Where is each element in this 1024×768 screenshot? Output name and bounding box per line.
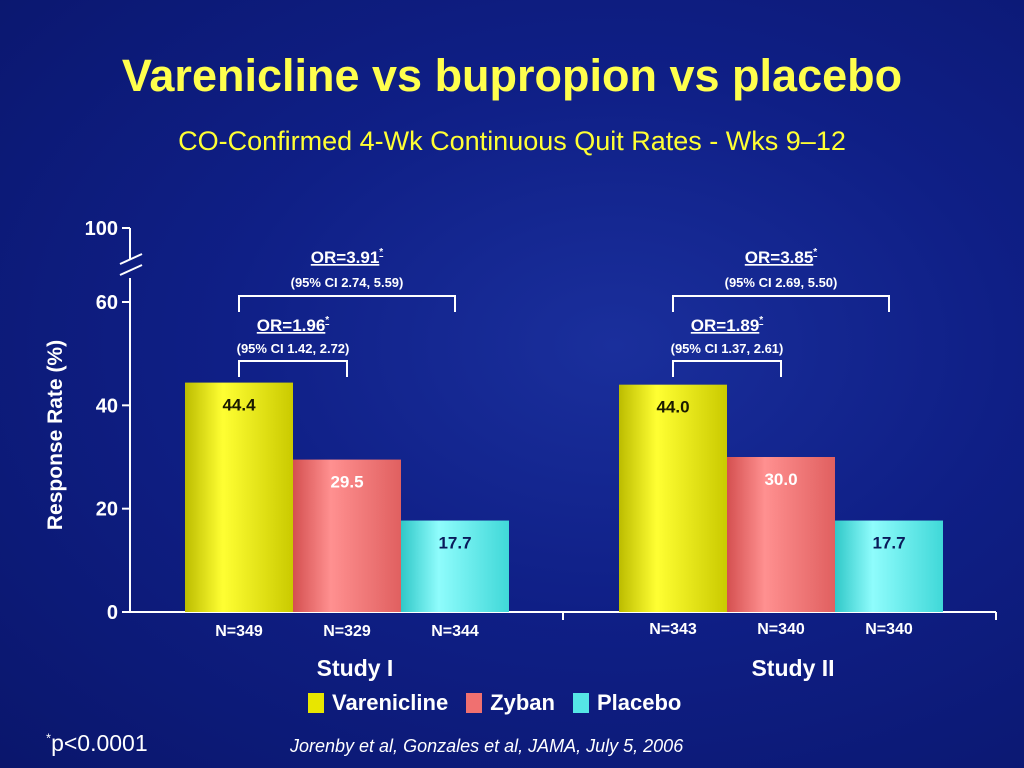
y-tick-label: 100: [85, 218, 118, 240]
bar-value-label: 30.0: [764, 470, 797, 489]
legend-item-placebo: Placebo: [572, 690, 682, 716]
bar-zyban: [293, 459, 401, 612]
comparison-bracket: [238, 295, 456, 312]
bar-value-label: 17.7: [438, 534, 471, 553]
confidence-interval-label: (95% CI 1.42, 2.72): [237, 341, 350, 356]
bar-placebo: [835, 520, 943, 612]
legend-item-varenicline: Varenicline: [308, 690, 448, 716]
legend-swatch: [308, 693, 324, 713]
comparison-bracket: [672, 360, 782, 377]
comparison-bracket: [238, 360, 348, 377]
sample-size-label: N=344: [431, 623, 479, 640]
sample-size-label: N=340: [757, 621, 805, 638]
axis-break-mark: [119, 264, 143, 276]
bar-zyban: [727, 457, 835, 612]
bar-value-label: 29.5: [330, 473, 363, 492]
sample-size-label: N=340: [865, 621, 913, 638]
significance-mark: *: [813, 247, 817, 258]
legend-label: Zyban: [490, 690, 555, 715]
legend-item-zyban: Zyban: [466, 690, 555, 716]
group-label: Study I: [317, 655, 394, 681]
bar-varenicline: [619, 384, 727, 612]
bar-placebo: [401, 520, 509, 612]
bar-value-label: 44.0: [656, 398, 689, 417]
y-tick-label: 0: [107, 602, 118, 624]
odds-ratio-label: OR=1.96*: [257, 315, 330, 335]
footnote-text: p<0.0001: [51, 730, 148, 756]
bar-value-label: 17.7: [872, 534, 905, 553]
sample-size-label: N=329: [323, 623, 371, 640]
y-tick-label: 60: [96, 292, 118, 314]
axis-break-mark: [119, 253, 143, 265]
significance-mark: *: [325, 315, 329, 326]
legend-label: Placebo: [596, 690, 682, 715]
confidence-interval-label: (95% CI 2.74, 5.59): [291, 275, 404, 290]
y-tick-label: 20: [96, 499, 118, 521]
y-tick-label: 40: [96, 395, 118, 417]
page-subtitle: CO-Confirmed 4-Wk Continuous Quit Rates …: [178, 126, 846, 156]
sample-size-label: N=343: [649, 621, 697, 638]
legend-swatch: [466, 693, 483, 713]
comparison-bracket: [672, 295, 890, 312]
odds-ratio-label: OR=3.91*: [311, 247, 384, 267]
footnote: *p<0.0001: [46, 730, 148, 757]
significance-mark: *: [759, 315, 763, 326]
footnote-mark: *: [46, 730, 52, 746]
legend: Varenicline Zyban Placebo: [308, 688, 699, 718]
y-axis-label: Response Rate (%): [44, 340, 67, 530]
sample-size-label: N=349: [215, 623, 263, 640]
page-title: Varenicline vs bupropion vs placebo: [121, 50, 903, 101]
bar-value-label: 44.4: [222, 396, 256, 415]
confidence-interval-label: (95% CI 1.37, 2.61): [671, 341, 784, 356]
legend-swatch: [572, 693, 589, 713]
group-label: Study II: [751, 655, 834, 681]
significance-mark: *: [379, 247, 383, 258]
bar-varenicline: [185, 382, 293, 612]
odds-ratio-label: OR=3.85*: [745, 247, 818, 267]
citation: Jorenby et al, Gonzales et al, JAMA, Jul…: [290, 736, 684, 756]
confidence-interval-label: (95% CI 2.69, 5.50): [725, 275, 838, 290]
legend-label: Varenicline: [332, 690, 449, 715]
odds-ratio-label: OR=1.89*: [691, 315, 764, 335]
